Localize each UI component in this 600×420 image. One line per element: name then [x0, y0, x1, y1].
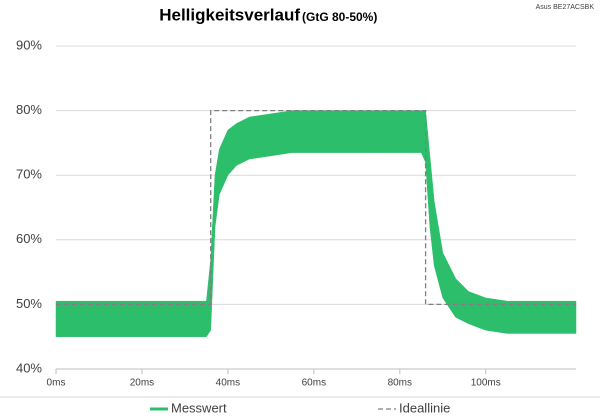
x-tick-label: 40ms — [216, 378, 240, 389]
y-tick-label: 60% — [16, 231, 42, 246]
y-tick-label: 70% — [16, 167, 42, 182]
x-tick-label: 20ms — [130, 378, 154, 389]
chart-subtitle: (GtG 80-50%) — [302, 10, 377, 24]
y-tick-label: 40% — [16, 360, 42, 375]
y-tick-label: 80% — [16, 102, 42, 117]
measurement-band — [55, 110, 577, 337]
x-tick-label: 80ms — [388, 378, 412, 389]
legend-label: Messwert — [171, 400, 227, 415]
chart-title: Helligkeitsverlauf — [159, 5, 300, 24]
x-tick-label: 0ms — [47, 378, 66, 389]
y-tick-label: 90% — [16, 37, 42, 52]
legend-label: Ideallinie — [399, 400, 450, 415]
ideal-line — [56, 109, 576, 306]
y-tick-label: 50% — [16, 296, 42, 311]
x-tick-label: 60ms — [302, 378, 326, 389]
model-label: Asus BE27ACSBK — [536, 4, 595, 11]
x-tick-label: 100ms — [471, 378, 501, 389]
